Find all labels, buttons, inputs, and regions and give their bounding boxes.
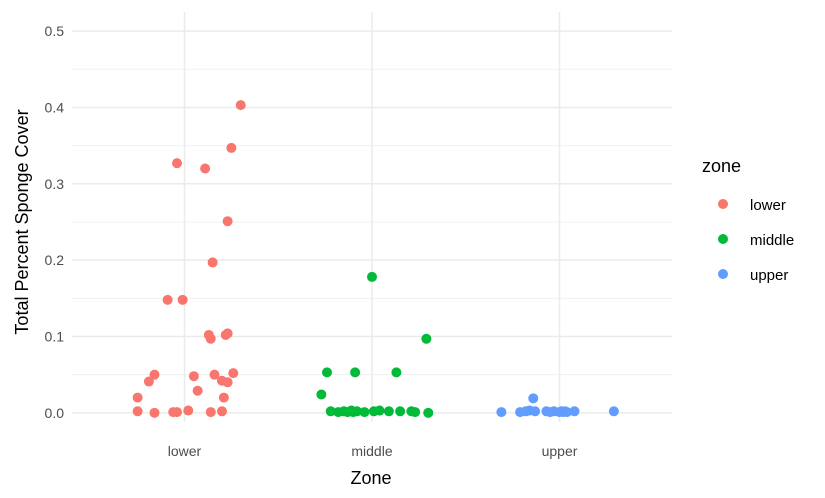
data-point-middle [316,389,327,400]
data-point-lower [218,392,229,403]
data-point-lower [132,392,143,403]
y-tick-label: 0.3 [45,176,65,192]
data-point-middle [423,407,434,418]
data-point-lower [222,328,233,339]
data-point-upper [569,406,580,417]
data-point-middle [374,405,385,416]
data-point-upper [608,406,619,417]
data-point-lower [226,142,237,153]
data-point-lower [172,158,182,169]
data-point-lower [149,369,160,380]
data-point-lower [207,257,218,268]
x-tick-label: middle [351,443,392,459]
data-point-lower [143,376,154,387]
legend-label-middle: middle [750,232,794,249]
data-point-middle [395,406,406,417]
data-point-upper [496,407,507,418]
y-axis-title: Total Percent Sponge Cover [12,109,32,334]
data-point-lower [222,216,233,227]
data-point-lower [188,371,199,382]
legend-label-lower: lower [750,197,786,214]
data-point-middle [350,367,361,378]
legend: zone lower middle upper [702,156,794,284]
data-point-lower [209,369,220,380]
x-axis-tick-labels: lower middle upper [168,443,578,459]
data-point-middle [322,367,332,378]
data-point-upper [562,407,572,418]
data-point-lower [228,368,239,379]
legend-key-middle [718,234,728,244]
data-point-middle [352,406,362,417]
data-point-middle [325,406,336,417]
data-point-middle [391,367,402,378]
data-point-lower [177,294,188,305]
y-tick-label: 0.4 [45,99,65,115]
data-point-upper [528,393,539,404]
data-point-middle [359,407,370,418]
legend-label-upper: upper [750,267,788,284]
grid-lines [72,12,672,422]
data-point-lower [205,407,216,418]
x-tick-label: upper [542,443,578,459]
data-point-lower [162,294,173,305]
data-point-lower [192,385,203,396]
data-point-lower [183,405,194,416]
data-points [132,100,619,418]
data-point-lower [132,406,143,417]
data-point-middle [367,271,377,282]
legend-key-lower [718,199,728,209]
data-point-lower [217,406,227,417]
data-point-middle [421,333,432,344]
data-point-lower [200,163,211,174]
y-tick-label: 0.5 [45,23,65,39]
data-point-lower [222,377,233,388]
data-point-lower [235,100,246,111]
legend-title: zone [702,156,741,176]
x-tick-label: lower [168,443,202,459]
y-axis-tick-labels: 0.0 0.1 0.2 0.3 0.4 0.5 [45,23,65,421]
data-point-lower [205,333,216,344]
data-point-lower [172,407,182,418]
data-point-upper [530,406,541,417]
x-axis-title: Zone [350,468,391,488]
y-tick-label: 0.0 [45,405,65,421]
legend-key-upper [718,269,728,279]
y-tick-label: 0.2 [45,252,65,268]
y-tick-label: 0.1 [45,328,65,344]
data-point-middle [410,407,421,418]
legend-entries: lower middle upper [718,197,794,284]
data-point-lower [149,407,160,418]
data-point-middle [383,406,394,417]
